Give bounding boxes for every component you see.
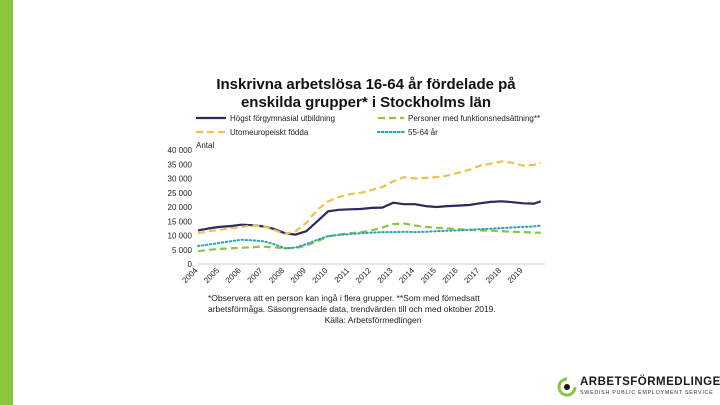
x-tick-label: 2005: [202, 266, 221, 285]
x-tick-label: 2016: [441, 266, 460, 285]
chart-title: Inskrivna arbetslösa 16-64 år fördelade …: [216, 76, 516, 111]
side-accent-bar: [0, 0, 13, 405]
y-tick-label: 25 000: [168, 189, 193, 198]
series-line-1: [197, 200, 542, 236]
y-tick-label: 5 000: [172, 246, 193, 255]
x-axis-ticks: 2004 2005 2006 2007 2008 2009 2010 2011 2012 2013…: [180, 266, 525, 285]
x-tick-label: 2017: [462, 266, 481, 285]
x-tick-label: 2013: [376, 266, 395, 285]
x-tick-label: 2008: [267, 266, 286, 285]
x-tick-label: 2011: [333, 266, 352, 285]
y-tick-label: 35 000: [168, 160, 193, 169]
footnote-text: *Observera att en person kan ingå i fler…: [208, 293, 496, 314]
series-lines: [197, 160, 542, 253]
logo-name: ARBETSFÖRMEDLINGEN: [580, 376, 720, 388]
source-text: Källa: Arbetsförmedlingen: [324, 315, 422, 325]
x-tick-label: 2007: [246, 266, 265, 285]
x-tick-label: 2015: [419, 266, 438, 285]
y-axis-label: Antal: [196, 141, 214, 150]
legend-label-1: Högst förgymnasial utbildning: [230, 114, 335, 123]
y-tick-label: 0: [188, 260, 193, 269]
series-line-2: [197, 222, 541, 253]
x-tick-label: 2012: [354, 266, 373, 285]
footnote: *Observera att en person kan ingå i fler…: [208, 293, 538, 326]
x-tick-label: 2006: [224, 266, 243, 285]
x-tick-label: 2014: [397, 266, 416, 285]
y-tick-label: 30 000: [168, 175, 193, 184]
series-line-3: [197, 160, 542, 236]
y-tick-label: 20 000: [168, 203, 193, 212]
arbetsformedlingen-logo: ARBETSFÖRMEDLINGEN SWEDISH PUBLIC EMPLOY…: [556, 376, 720, 400]
legend-label-4: 55-64 år: [408, 128, 438, 137]
logo-mark-icon: [557, 377, 577, 397]
x-tick-label: 2009: [289, 266, 308, 285]
legend: Högst förgymnasial utbildning Personer m…: [196, 114, 540, 137]
y-axis-ticks: 0 5 000 10 000 15 000 20 000 25 000 30 000 35 0…: [168, 146, 193, 269]
y-tick-label: 40 000: [168, 146, 193, 155]
legend-label-2: Personer med funktionsnedsättning**: [408, 114, 540, 123]
logo-subtitle: SWEDISH PUBLIC EMPLOYMENT SERVICE: [580, 390, 714, 396]
x-tick-label: 2004: [180, 266, 199, 285]
x-tick-label: 2010: [311, 266, 330, 285]
series-line-4: [197, 224, 542, 250]
y-tick-label: 10 000: [168, 232, 193, 241]
x-tick-label: 2019: [506, 266, 525, 285]
y-tick-label: 15 000: [168, 217, 193, 226]
x-tick-label: 2018: [484, 266, 503, 285]
legend-label-3: Utomeuropeiskt födda: [230, 128, 309, 137]
